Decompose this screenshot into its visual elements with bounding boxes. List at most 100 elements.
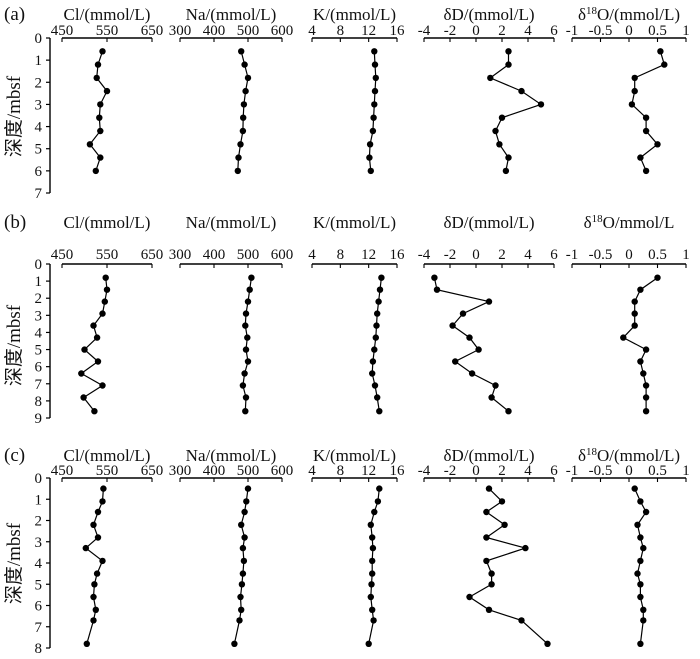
x-tick-label: 16 — [390, 23, 406, 39]
subplot-2: K/(mmol/L)4 8 12 16 — [308, 5, 406, 175]
x-tick-label: 4 — [308, 23, 316, 39]
x-tick-label: -0.5 — [589, 23, 613, 39]
data-point — [236, 617, 243, 624]
data-point — [244, 74, 252, 82]
data-point — [485, 606, 493, 613]
data-point — [93, 74, 100, 82]
data-point — [449, 322, 456, 329]
x-tick-label: 16 — [390, 463, 406, 479]
data-point — [642, 508, 650, 516]
data-point — [485, 485, 493, 492]
data-point — [376, 408, 383, 415]
data-point — [86, 141, 94, 148]
profile-line — [489, 51, 543, 172]
data-point — [238, 521, 245, 528]
subplot-0: Cl/(mmol/L)450 550 650 — [51, 5, 164, 175]
data-point — [631, 310, 638, 317]
data-point — [371, 87, 379, 95]
data-point — [367, 167, 374, 175]
x-tick-label: 4 — [308, 247, 316, 263]
data-point — [373, 322, 380, 329]
data-point — [103, 87, 111, 95]
x-tick-label: 12 — [361, 463, 376, 479]
data-point — [518, 87, 525, 95]
x-tick-label: 0.5 — [648, 23, 667, 39]
subplot-3: δD/(mmol/L) -4 -2 0 2 4 6 — [418, 446, 558, 647]
subplot-title: Na/(mmol/L) — [186, 5, 277, 24]
x-tick-label: 650 — [141, 23, 164, 39]
x-tick-label: 1 — [682, 23, 690, 39]
x-tick-label: -2 — [444, 23, 457, 39]
data-point — [492, 382, 499, 389]
data-point — [239, 382, 247, 389]
data-point — [242, 322, 249, 329]
profile-line — [237, 51, 249, 171]
depth-tick-label: 7 — [35, 620, 43, 636]
data-point — [242, 87, 249, 95]
data-point — [368, 581, 375, 588]
data-point — [242, 346, 250, 353]
x-tick-label: 4 — [524, 23, 532, 39]
x-tick-label: 600 — [271, 463, 294, 479]
data-point — [83, 640, 91, 647]
panel-label: (c) — [4, 445, 25, 466]
depth-tick-label: 3 — [35, 308, 43, 324]
data-point — [241, 370, 248, 377]
data-point — [468, 370, 476, 377]
data-point — [431, 274, 438, 281]
x-tick-label: 450 — [51, 23, 74, 39]
x-tick-label: 4 — [524, 247, 532, 263]
subplot-title: δ18O/mmol/L — [584, 213, 675, 232]
depth-tick-label: 4 — [35, 325, 43, 341]
data-point — [94, 61, 102, 68]
data-point — [496, 141, 503, 148]
x-tick-label: 400 — [203, 463, 226, 479]
profile-line — [631, 51, 666, 172]
data-point — [96, 114, 103, 121]
data-point — [78, 370, 85, 377]
x-tick-label: -1 — [566, 463, 579, 479]
data-point — [242, 310, 250, 317]
x-tick-label: 400 — [203, 23, 226, 39]
data-point — [99, 48, 106, 55]
data-point — [637, 498, 644, 505]
x-tick-label: -4 — [418, 463, 431, 479]
subplot-1: Na/(mmol/L)300 400 500 600 — [169, 446, 294, 647]
x-tick-label: 0 — [625, 23, 633, 39]
data-point — [505, 154, 512, 161]
data-point — [103, 286, 111, 293]
data-point — [640, 370, 647, 377]
panel-label: (b) — [4, 212, 26, 233]
x-tick-label: 12 — [361, 247, 376, 263]
data-point — [240, 557, 248, 565]
subplot-title: Cl/(mmol/L) — [64, 213, 151, 232]
data-point — [637, 358, 644, 365]
data-point — [492, 127, 499, 135]
x-tick-label: 550 — [96, 247, 119, 263]
depth-tick-label: 1 — [35, 274, 43, 290]
data-point — [369, 544, 377, 552]
data-point — [502, 167, 510, 175]
data-point — [97, 101, 104, 108]
x-tick-label: 8 — [337, 23, 345, 39]
x-tick-label: 8 — [337, 463, 345, 479]
subplot-1: Na/(mmol/L)300 400 500 600 — [169, 213, 293, 415]
data-point — [92, 606, 100, 613]
data-point — [374, 310, 381, 317]
data-point — [498, 114, 506, 121]
data-point — [374, 394, 381, 401]
subplot-2: K/(mmol/L)4 8 12 16 — [308, 446, 405, 647]
data-point — [371, 101, 378, 108]
data-point — [433, 286, 441, 293]
data-point — [505, 61, 512, 68]
data-point — [241, 534, 248, 541]
data-point — [369, 127, 377, 135]
data-point — [97, 127, 104, 135]
depth-tick-label: 6 — [35, 360, 43, 376]
depth-tick-label: 6 — [35, 599, 43, 615]
subplot-title: δD/(mmol/L) — [443, 5, 534, 24]
profile-line — [468, 488, 548, 645]
x-tick-label: 1 — [682, 247, 690, 263]
data-point — [466, 334, 473, 341]
data-point — [375, 298, 382, 305]
